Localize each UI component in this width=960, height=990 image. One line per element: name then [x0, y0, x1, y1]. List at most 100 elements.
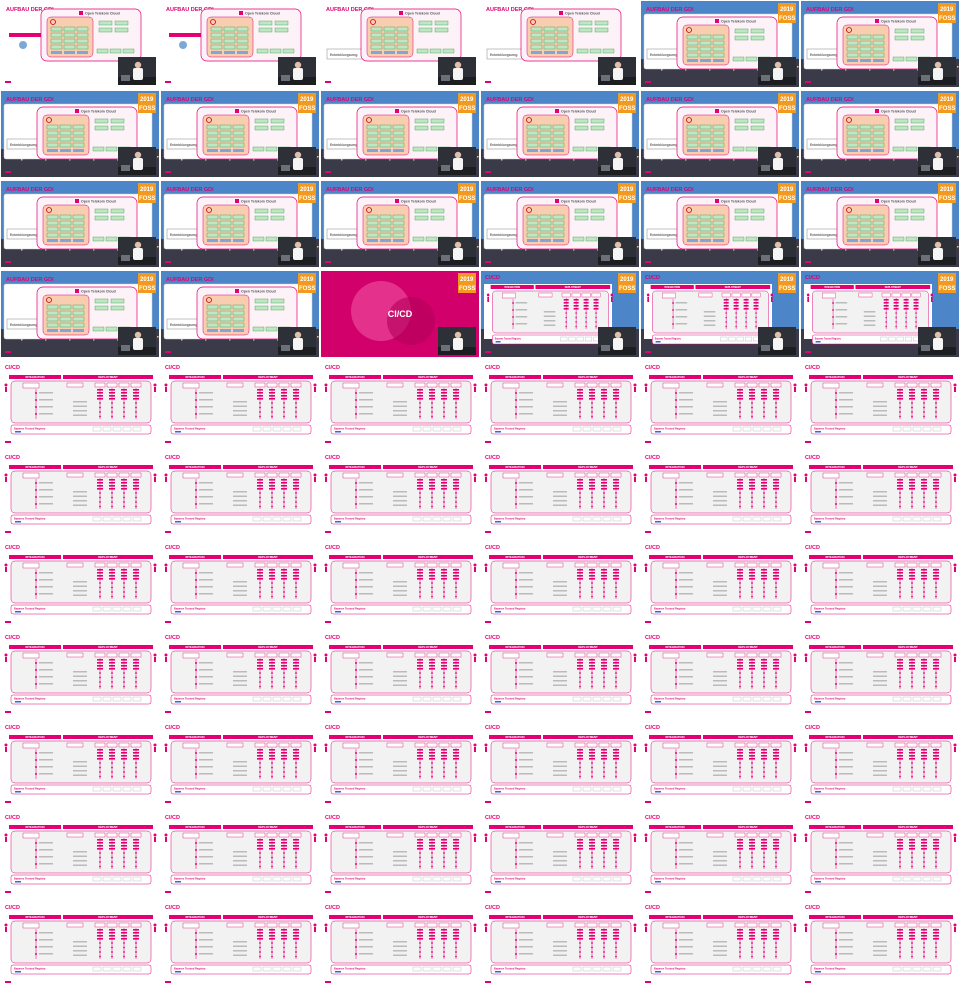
slide-thumbnail[interactable]: INTEGRATION DEPLOYMENT Bayerns Trusted Reg…: [321, 451, 479, 537]
pipeline-step: [195, 946, 197, 948]
slide-thumbnail[interactable]: INTEGRATION DEPLOYMENT Bayerns Trusted Reg…: [1, 451, 159, 537]
service-box: [712, 226, 725, 232]
slide-thumbnail[interactable]: INTEGRATION DEPLOYMENT Bayerns Trusted Reg…: [801, 721, 959, 807]
stage-cell: [441, 395, 447, 397]
slide-thumbnail[interactable]: INTEGRATION DEPLOYMENT Bayerns Trusted Reg…: [1, 631, 159, 717]
pipeline-step: [923, 771, 925, 773]
slide-thumbnail[interactable]: INTEGRATION DEPLOYMENT Bayerns Trusted Reg…: [641, 901, 799, 987]
slide-thumbnail[interactable]: 2019 FOSS AUFBAU DER GDI Entwicklungsumg. Op…: [1, 91, 159, 177]
slide-thumbnail[interactable]: INTEGRATION DEPLOYMENT Bayerns Trusted Reg…: [641, 451, 799, 537]
slide-thumbnail[interactable]: 2019 FOSS INTEGRATION DEPLOYMENT Bayerns Tru…: [801, 271, 959, 357]
slide-thumbnail[interactable]: INTEGRATION DEPLOYMENT Bayerns Trusted Reg…: [161, 901, 319, 987]
slide-thumbnail[interactable]: INTEGRATION DEPLOYMENT Bayerns Trusted Reg…: [161, 361, 319, 447]
slide-thumbnail[interactable]: INTEGRATION DEPLOYMENT Bayerns Trusted Reg…: [1, 361, 159, 447]
stage-cell: [761, 572, 767, 574]
pipeline-step: [675, 849, 677, 851]
slide-thumbnail[interactable]: INTEGRATION DEPLOYMENT Bayerns Trusted Reg…: [481, 811, 639, 897]
slide-thumbnail[interactable]: 2019 FOSS INTEGRATION DEPLOYMENT Bayerns Tru…: [641, 271, 799, 357]
slide-thumbnail[interactable]: AUFBAU DER GDI Entwicklungsumg. Open Telek…: [481, 1, 639, 87]
slide-thumbnail[interactable]: INTEGRATION DEPLOYMENT Bayerns Trusted Reg…: [161, 721, 319, 807]
slide-thumbnail[interactable]: 2019 FOSS AUFBAU DER GDI Entwicklungsumg. Op…: [321, 181, 479, 267]
registry-logo: [175, 611, 181, 613]
stage-cell: [761, 662, 767, 664]
slide-thumbnail[interactable]: INTEGRATION DEPLOYMENT Bayerns Trusted Reg…: [321, 811, 479, 897]
slide-thumbnail[interactable]: 2019 FOSS AUFBAU DER GDI Entwicklungsumg. Op…: [321, 91, 479, 177]
deployment-header: [223, 645, 313, 649]
slide-thumbnail[interactable]: INTEGRATION DEPLOYMENT Bayerns Trusted Reg…: [161, 451, 319, 537]
slide-thumbnail[interactable]: INTEGRATION DEPLOYMENT Bayerns Trusted Reg…: [1, 541, 159, 627]
slide-thumbnail[interactable]: INTEGRATION DEPLOYMENT Bayerns Trusted Reg…: [641, 361, 799, 447]
pipeline-step: [835, 662, 837, 664]
slide-thumbnail[interactable]: INTEGRATION DEPLOYMENT Bayerns Trusted Reg…: [321, 901, 479, 987]
service-box: [206, 226, 219, 232]
slide-thumbnail[interactable]: INTEGRATION DEPLOYMENT Bayerns Trusted Reg…: [321, 361, 479, 447]
pipeline-step: [419, 415, 421, 418]
slide-thumbnail[interactable]: INTEGRATION DEPLOYMENT Bayerns Trusted Reg…: [321, 541, 479, 627]
slide-thumbnail[interactable]: 2019 FOSS AUFBAU DER GDI Entwicklungsumg. Op…: [641, 181, 799, 267]
slide-thumbnail[interactable]: INTEGRATION DEPLOYMENT Bayerns Trusted Reg…: [321, 721, 479, 807]
pipeline-step: [515, 759, 517, 761]
slide-thumbnail[interactable]: INTEGRATION DEPLOYMENT Bayerns Trusted Reg…: [801, 451, 959, 537]
slide-thumbnail[interactable]: 2019 FOSS AUFBAU DER GDI Entwicklungsumg. Op…: [481, 91, 639, 177]
service-box: [894, 208, 909, 214]
slide-thumbnail[interactable]: INTEGRATION DEPLOYMENT Bayerns Trusted Reg…: [481, 901, 639, 987]
slide-thumbnail[interactable]: 2019 FOSS AUFBAU DER GDI Entwicklungsumg. Op…: [481, 181, 639, 267]
slide-thumbnail[interactable]: INTEGRATION DEPLOYMENT Bayerns Trusted Reg…: [1, 721, 159, 807]
slide-thumbnail[interactable]: INTEGRATION DEPLOYMENT Bayerns Trusted Reg…: [801, 541, 959, 627]
service-box: [72, 142, 85, 148]
service-box: [712, 130, 725, 136]
slide-thumbnail[interactable]: 2019 FOSS AUFBAU DER GDI Entwicklungsumg. Op…: [161, 271, 319, 357]
stage-cell: [601, 482, 607, 484]
slide-thumbnail[interactable]: AUFBAU DER GDI Open Telekom Cloud: [1, 1, 159, 87]
slide-thumbnail[interactable]: INTEGRATION DEPLOYMENT Bayerns Trusted Reg…: [641, 541, 799, 627]
slide-thumbnail[interactable]: 2019 FOSS AUFBAU DER GDI Entwicklungsumg. Op…: [801, 1, 959, 87]
pipeline-step: [283, 402, 285, 404]
slide-thumbnail[interactable]: INTEGRATION DEPLOYMENT Bayerns Trusted Reg…: [161, 631, 319, 717]
slide-thumbnail[interactable]: INTEGRATION DEPLOYMENT Bayerns Trusted Reg…: [481, 721, 639, 807]
slide-thumbnail[interactable]: 2019 FOSS AUFBAU DER GDI Entwicklungsumg. Op…: [161, 91, 319, 177]
slide-thumbnail[interactable]: INTEGRATION DEPLOYMENT Bayerns Trusted Reg…: [801, 811, 959, 897]
slide-thumbnail[interactable]: INTEGRATION DEPLOYMENT Bayerns Trusted Reg…: [801, 361, 959, 447]
stage-cell: [269, 398, 275, 400]
pipeline-step: [455, 865, 457, 868]
service-box: [712, 142, 725, 148]
stage-cell: [573, 302, 579, 304]
registry-logo: [495, 701, 501, 703]
slide-thumbnail[interactable]: 2019 FOSS AUFBAU DER GDI Entwicklungsumg. Op…: [641, 91, 799, 177]
slide-thumbnail[interactable]: 2019 FOSS AUFBAU DER GDI Entwicklungsumg. Op…: [801, 181, 959, 267]
slide-thumbnail[interactable]: 2019 FOSS INTEGRATION DEPLOYMENT Bayerns Tru…: [481, 271, 639, 357]
stage-cell: [733, 299, 739, 301]
pipeline-step: [111, 492, 113, 494]
slide-thumbnail[interactable]: AUFBAU DER GDI Entwicklungsumg. Open Telek…: [321, 1, 479, 87]
service-box: [699, 40, 712, 46]
slide-thumbnail[interactable]: INTEGRATION DEPLOYMENT Bayerns Trusted Reg…: [161, 811, 319, 897]
slide-thumbnail[interactable]: 2019 FOSS AUFBAU DER GDI Entwicklungsumg. Op…: [1, 271, 159, 357]
service-box: [602, 48, 615, 54]
slide-thumbnail[interactable]: INTEGRATION DEPLOYMENT Bayerns Trusted Reg…: [161, 541, 319, 627]
slide-thumbnail[interactable]: INTEGRATION DEPLOYMENT Bayerns Trusted Reg…: [641, 721, 799, 807]
slide-thumbnail[interactable]: INTEGRATION DEPLOYMENT Bayerns Trusted Reg…: [481, 631, 639, 717]
slide-thumbnail[interactable]: AUFBAU DER GDI Open Telekom Cloud: [161, 1, 319, 87]
slide-thumbnail[interactable]: INTEGRATION DEPLOYMENT Bayerns Trusted Reg…: [801, 901, 959, 987]
pipeline-step: [739, 676, 741, 679]
slide-thumbnail[interactable]: INTEGRATION DEPLOYMENT Bayerns Trusted Reg…: [481, 361, 639, 447]
slide-thumbnail[interactable]: 2019 FOSS AUFBAU DER GDI Entwicklungsumg. Op…: [641, 1, 799, 87]
slide-thumbnail[interactable]: 2019 FOSS AUFBAU DER GDI Entwicklungsumg. Op…: [161, 181, 319, 267]
integration-header: [9, 465, 61, 469]
slide-thumbnail[interactable]: INTEGRATION DEPLOYMENT Bayerns Trusted Reg…: [321, 631, 479, 717]
slide-thumbnail[interactable]: INTEGRATION DEPLOYMENT Bayerns Trusted Reg…: [481, 451, 639, 537]
slide-thumbnail[interactable]: INTEGRATION DEPLOYMENT Bayerns Trusted Reg…: [801, 631, 959, 717]
slide-thumbnail[interactable]: INTEGRATION DEPLOYMENT Bayerns Trusted Reg…: [641, 811, 799, 897]
slide-thumbnail[interactable]: INTEGRATION DEPLOYMENT Bayerns Trusted Reg…: [481, 541, 639, 627]
stage-cell: [897, 755, 903, 757]
slide-thumbnail[interactable]: 2019 FOSS AUFBAU DER GDI Entwicklungsumg. Op…: [1, 181, 159, 267]
pipeline-step: [259, 406, 261, 409]
stage-cell: [293, 485, 299, 487]
pipeline-step: [591, 865, 593, 868]
slide-thumbnail[interactable]: INTEGRATION DEPLOYMENT Bayerns Trusted Reg…: [1, 901, 159, 987]
slide-thumbnail[interactable]: INTEGRATION DEPLOYMENT Bayerns Trusted Reg…: [1, 811, 159, 897]
slide-thumbnail[interactable]: CI/CD 2019 FOSS: [321, 271, 479, 357]
stage-cell: [257, 935, 263, 937]
slide-thumbnail[interactable]: INTEGRATION DEPLOYMENT Bayerns Trusted Reg…: [641, 631, 799, 717]
slide-thumbnail[interactable]: 2019 FOSS AUFBAU DER GDI Entwicklungsumg. Op…: [801, 91, 959, 177]
